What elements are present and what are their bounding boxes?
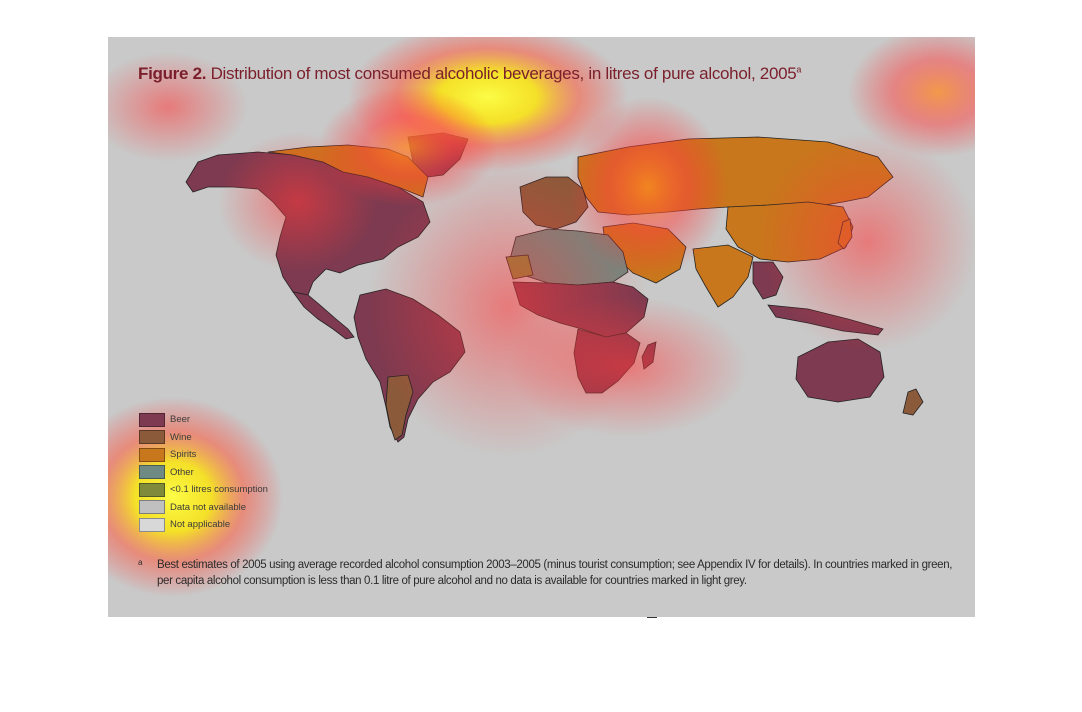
footnote-text: Best estimates of 2005 using average rec… [157,559,953,587]
figure-title-prefix: Figure 2. [138,64,207,83]
legend-swatch-beer [139,412,165,427]
heat-blob-left [108,52,248,162]
map-legend: Beer Wine Spirits Other <0.1 litres cons… [139,411,268,534]
heat-blob-asia [758,132,975,352]
legend-label-wine: Wine [170,431,192,443]
legend-swatch-wine [139,430,165,445]
map-figure: Figure 2. Distribution of most consumed … [108,37,975,617]
figure-title-superscript: a [796,64,802,75]
legend-label-beer: Beer [170,414,191,426]
footnote-marker: a [138,558,143,567]
legend-label-low-consumption: <0.1 litres consumption [170,484,268,496]
heat-blob-legend [108,397,283,597]
legend-item-beer: Beer [139,411,268,429]
legend-swatch-no-data [139,500,165,515]
region-new-zealand [902,388,924,416]
region-central-america [292,291,355,340]
legend-label-no-data: Data not available [170,501,247,513]
legend-item-no-data: Data not available [139,499,268,517]
region-india [692,244,754,308]
legend-swatch-other [139,465,165,480]
legend-item-wine: Wine [139,429,268,447]
figure-title-text: Distribution of most consumed alcoholic … [206,64,797,83]
legend-label-other: Other [170,466,194,478]
legend-item-not-applicable: Not applicable [139,516,268,534]
legend-item-spirits: Spirits [139,446,268,464]
legend-item-low-consumption: <0.1 litres consumption [139,481,268,499]
heat-blob-north-america [218,132,378,272]
figure-footnote: a Best estimates of 2005 using average r… [138,557,958,589]
legend-swatch-low-consumption [139,482,165,497]
attention-heatmap [108,37,975,597]
page-tick-mark [647,617,657,618]
figure-title: Figure 2. Distribution of most consumed … [138,64,801,84]
legend-item-other: Other [139,464,268,482]
legend-label-not-applicable: Not applicable [170,519,231,531]
legend-swatch-spirits [139,447,165,462]
legend-swatch-not-applicable [139,517,165,532]
heat-blob-africa [508,297,748,437]
legend-label-spirits: Spirits [170,449,197,461]
heat-blob-corner [848,37,975,157]
